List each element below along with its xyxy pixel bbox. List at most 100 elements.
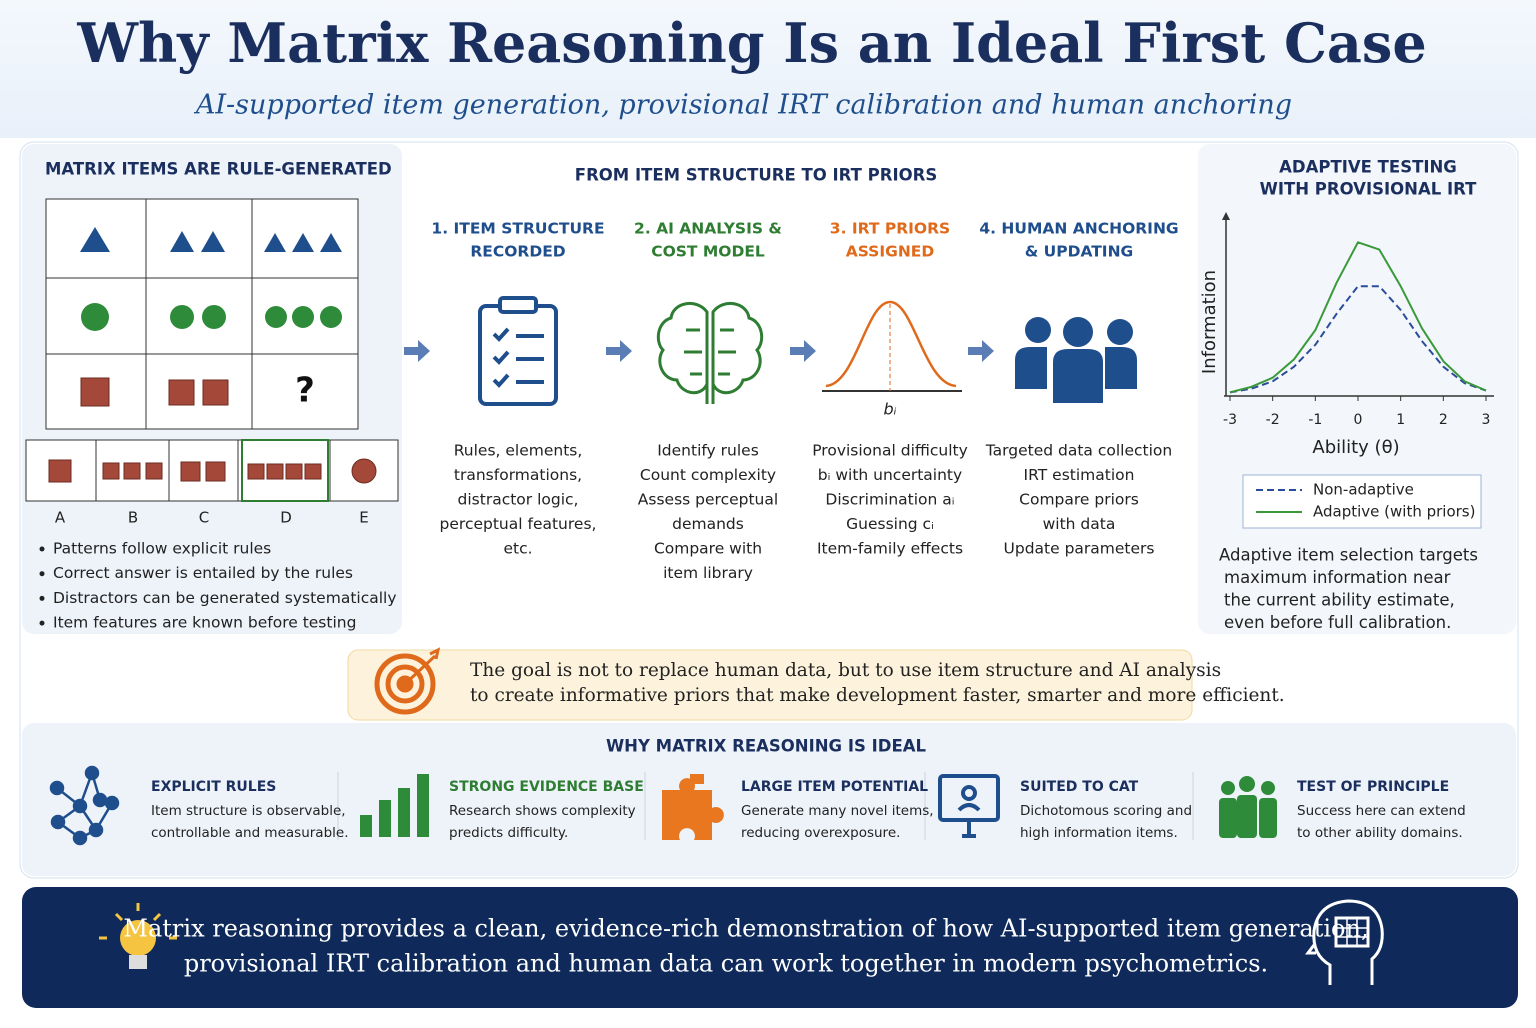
feature-title: EXPLICIT RULES bbox=[151, 779, 276, 795]
step-item: Provisional difficulty bbox=[812, 442, 968, 460]
feature-title: SUITED TO CAT bbox=[1020, 779, 1139, 795]
header-bg bbox=[0, 0, 1536, 138]
ideal-panel bbox=[22, 723, 1516, 876]
bars-icon bbox=[360, 774, 429, 837]
bullet: Correct answer is entailed by the rules bbox=[53, 564, 353, 582]
chart-caption: even before full calibration. bbox=[1224, 613, 1451, 632]
y-axis-label: Information bbox=[1199, 270, 1220, 374]
bell-curve-icon bbox=[822, 300, 962, 392]
feature-text: predicts difficulty. bbox=[449, 825, 568, 841]
option-label: A bbox=[55, 509, 66, 527]
bullet-dot bbox=[39, 571, 45, 577]
option-label: C bbox=[199, 509, 209, 527]
options bbox=[25, 439, 399, 502]
bullet: Distractors can be generated systematica… bbox=[53, 589, 397, 607]
bullet-dot bbox=[39, 546, 45, 552]
puzzle-icon bbox=[662, 774, 724, 840]
step-item: bᵢ with uncertainty bbox=[818, 466, 962, 484]
legend-box bbox=[1242, 474, 1482, 529]
step-item: Guessing cᵢ bbox=[846, 515, 934, 533]
feature-text: Success here can extend bbox=[1297, 803, 1466, 819]
step-item: Targeted data collection bbox=[985, 442, 1172, 460]
step-item: Rules, elements, bbox=[454, 442, 583, 460]
bullet: Patterns follow explicit rules bbox=[53, 540, 271, 558]
step-title: & UPDATING bbox=[1025, 243, 1134, 261]
network-icon bbox=[49, 765, 120, 846]
step-title: ASSIGNED bbox=[846, 243, 935, 261]
step-item: distractor logic, bbox=[458, 491, 579, 509]
step-title: RECORDED bbox=[470, 243, 565, 261]
feature-text: Dichotomous scoring and bbox=[1020, 803, 1192, 819]
chart-caption: the current ability estimate, bbox=[1224, 591, 1455, 610]
legend-label: Adaptive (with priors) bbox=[1313, 503, 1475, 521]
feature-text: Item structure is observable, bbox=[151, 803, 346, 819]
dividers bbox=[337, 772, 1194, 840]
subtitle: AI-supported item generation, provisiona… bbox=[193, 90, 1292, 121]
x-tick-label: 0 bbox=[1354, 412, 1363, 428]
feature-title: STRONG EVIDENCE BASE bbox=[449, 779, 644, 795]
brain-icon bbox=[656, 302, 764, 404]
step-item: Identify rules bbox=[657, 442, 759, 460]
x-tick-label: -1 bbox=[1308, 412, 1322, 428]
footer-bg bbox=[22, 887, 1518, 1008]
step-title: 1. ITEM STRUCTURE bbox=[431, 220, 604, 238]
missing-cell: ? bbox=[295, 371, 315, 411]
feature-title: LARGE ITEM POTENTIAL bbox=[741, 779, 928, 795]
curve-label: bᵢ bbox=[883, 400, 896, 419]
bullet: Item features are known before testing bbox=[53, 614, 356, 632]
bulb-icon bbox=[99, 903, 177, 969]
feature-text: high information items. bbox=[1020, 825, 1178, 841]
chart-title: WITH PROVISIONAL IRT bbox=[1260, 180, 1477, 199]
option-label: E bbox=[359, 509, 368, 527]
step-title: 4. HUMAN ANCHORING bbox=[979, 220, 1178, 238]
goal-text: The goal is not to replace human data, b… bbox=[470, 660, 1221, 681]
flow-arrows bbox=[404, 340, 994, 362]
step-item: item library bbox=[663, 564, 753, 582]
footer-text: Matrix reasoning provides a clean, evide… bbox=[123, 915, 1368, 943]
chart-caption: maximum information near bbox=[1224, 568, 1451, 587]
panel-title: MATRIX ITEMS ARE RULE-GENERATED bbox=[45, 160, 392, 179]
target-icon bbox=[374, 647, 441, 715]
step-item: Compare with bbox=[654, 540, 762, 558]
feature-text: Generate many novel items, bbox=[741, 803, 934, 819]
head-icon bbox=[1305, 899, 1384, 985]
people-icon bbox=[1013, 317, 1139, 405]
option-label: B bbox=[128, 509, 138, 527]
step-item: Item-family effects bbox=[817, 540, 963, 558]
option-label: D bbox=[280, 509, 292, 527]
team-icon bbox=[1219, 776, 1277, 838]
step-item: Discrimination aᵢ bbox=[825, 491, 954, 509]
feature-text: controllable and measurable. bbox=[151, 825, 348, 841]
bullet-dot bbox=[39, 620, 45, 626]
chart-caption: Adaptive item selection targets bbox=[1219, 546, 1478, 565]
step-item: with data bbox=[1043, 515, 1116, 533]
x-axis-label: Ability (θ) bbox=[1312, 437, 1399, 458]
step-item: transformations, bbox=[454, 466, 582, 484]
ideal-title: WHY MATRIX REASONING IS IDEAL bbox=[606, 737, 927, 756]
x-tick-label: -3 bbox=[1223, 412, 1237, 428]
footer-text: provisional IRT calibration and human da… bbox=[184, 950, 1268, 978]
x-tick-label: -2 bbox=[1266, 412, 1280, 428]
x-tick-label: 2 bbox=[1439, 412, 1448, 428]
series-line bbox=[1229, 285, 1487, 394]
goal-text: to create informative priors that make d… bbox=[470, 685, 1285, 706]
legend-label: Non-adaptive bbox=[1313, 481, 1414, 499]
goal-box bbox=[347, 649, 1193, 721]
monitor-icon bbox=[938, 774, 1000, 838]
feature-text: reducing overexposure. bbox=[741, 825, 900, 841]
step-title: 3. IRT PRIORS bbox=[830, 220, 950, 238]
bullet-dot bbox=[39, 595, 45, 601]
step-item: Update parameters bbox=[1004, 540, 1155, 558]
step-item: perceptual features, bbox=[440, 515, 597, 533]
feature-text: to other ability domains. bbox=[1297, 825, 1463, 841]
title: Why Matrix Reasoning Is an Ideal First C… bbox=[76, 11, 1426, 75]
step-item: Count complexity bbox=[640, 466, 776, 484]
step-item: etc. bbox=[503, 540, 532, 558]
feature-text: Research shows complexity bbox=[449, 803, 636, 819]
step-item: demands bbox=[672, 515, 744, 533]
step-title: COST MODEL bbox=[651, 243, 765, 261]
chart-title: ADAPTIVE TESTING bbox=[1279, 158, 1457, 177]
axis-arrow bbox=[1222, 212, 1230, 220]
step-item: Compare priors bbox=[1019, 491, 1139, 509]
